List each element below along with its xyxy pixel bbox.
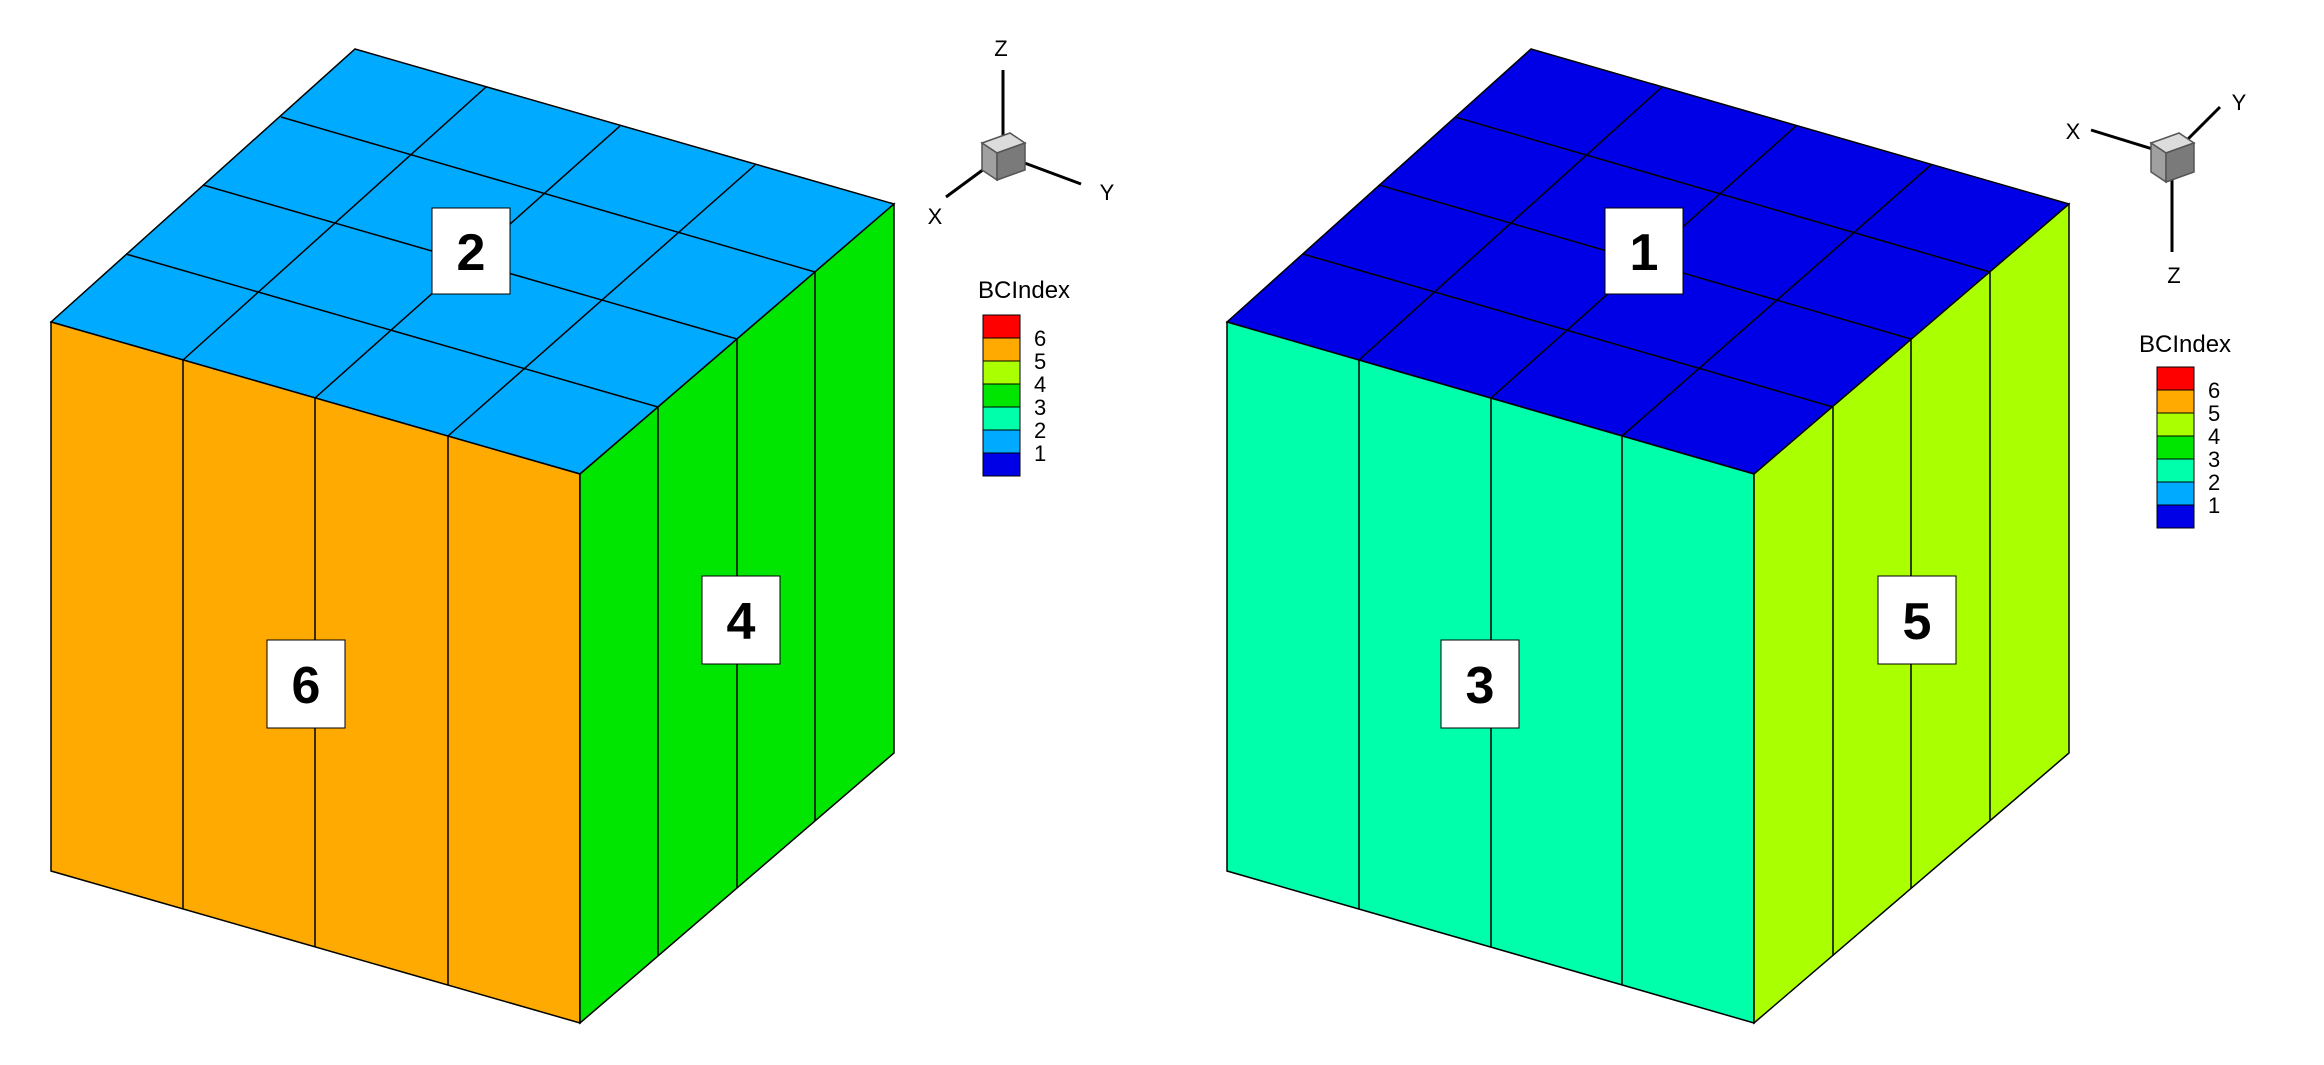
left-axis-x-label: X: [928, 204, 943, 229]
left-legend-level-label: 2: [1034, 418, 1046, 443]
right-legend-level-label: 6: [2208, 378, 2220, 403]
right-axis-z-label: Z: [2167, 263, 2180, 288]
right-legend-swatch: [2156, 366, 2195, 391]
left-legend-swatch: [982, 314, 1021, 339]
left-axis-y-label: Y: [1100, 180, 1115, 205]
right-legend-level-label: 2: [2208, 470, 2220, 495]
left-legend-level-label: 3: [1034, 395, 1046, 420]
left-side-face-number: 4: [727, 593, 756, 651]
left-axis-cube-icon: [980, 132, 1027, 182]
right-legend-swatch: [2156, 435, 2195, 460]
left-legend-swatch: [982, 360, 1021, 385]
right-top-face-label: 1: [1604, 207, 1684, 295]
right-legend-level-label: 5: [2208, 401, 2220, 426]
left-legend-swatch: [982, 429, 1021, 454]
right-axis-cube-icon: [2149, 132, 2196, 184]
right-cube-grid: [1302, 86, 1991, 985]
right-legend-title: BCIndex: [2139, 331, 2231, 358]
left-legend-level-label: 6: [1034, 326, 1046, 351]
right-legend-swatch: [2156, 458, 2195, 483]
right-legend-swatch: [2156, 412, 2195, 437]
left-cube: 2 6 4: [49, 48, 896, 1025]
right-side-face-label: 5: [1877, 575, 1957, 665]
left-legend-swatch: [982, 452, 1021, 477]
left-legend-level-label: 5: [1034, 349, 1046, 374]
left-top-face-number: 2: [457, 224, 486, 282]
left-axis-triad: Z X Y: [928, 36, 1115, 229]
right-front-face-label: 3: [1440, 639, 1520, 729]
right-legend-level-label: 1: [2208, 493, 2220, 518]
left-legend-swatch: [982, 337, 1021, 362]
left-legend-title: BCIndex: [978, 277, 1070, 304]
left-legend-level-label: 4: [1034, 372, 1046, 397]
left-side-face-label: 4: [701, 575, 781, 665]
right-legend-level-label: 3: [2208, 447, 2220, 472]
left-front-face-label: 6: [266, 639, 346, 729]
right-front-face-number: 3: [1466, 657, 1495, 715]
left-legend-level-label: 1: [1034, 441, 1046, 466]
right-axis-triad: X Y Z: [2066, 90, 2247, 288]
right-axis-y-label: Y: [2232, 90, 2247, 115]
right-cube: 1 3 5: [1225, 48, 2071, 1025]
right-legend-level-label: 4: [2208, 424, 2220, 449]
right-top-face-number: 1: [1630, 224, 1659, 282]
right-axis-x-label: X: [2066, 119, 2081, 144]
right-side-face-number: 5: [1903, 593, 1932, 651]
left-legend-swatch: [982, 406, 1021, 431]
left-legend-swatch: [982, 383, 1021, 408]
left-axis-z-label: Z: [994, 36, 1007, 61]
right-legend-swatch: [2156, 481, 2195, 506]
right-legend-swatch: [2156, 389, 2195, 414]
left-front-face-number: 6: [292, 657, 321, 715]
right-legend-swatch: [2156, 504, 2195, 529]
left-top-face-label: 2: [431, 207, 511, 295]
